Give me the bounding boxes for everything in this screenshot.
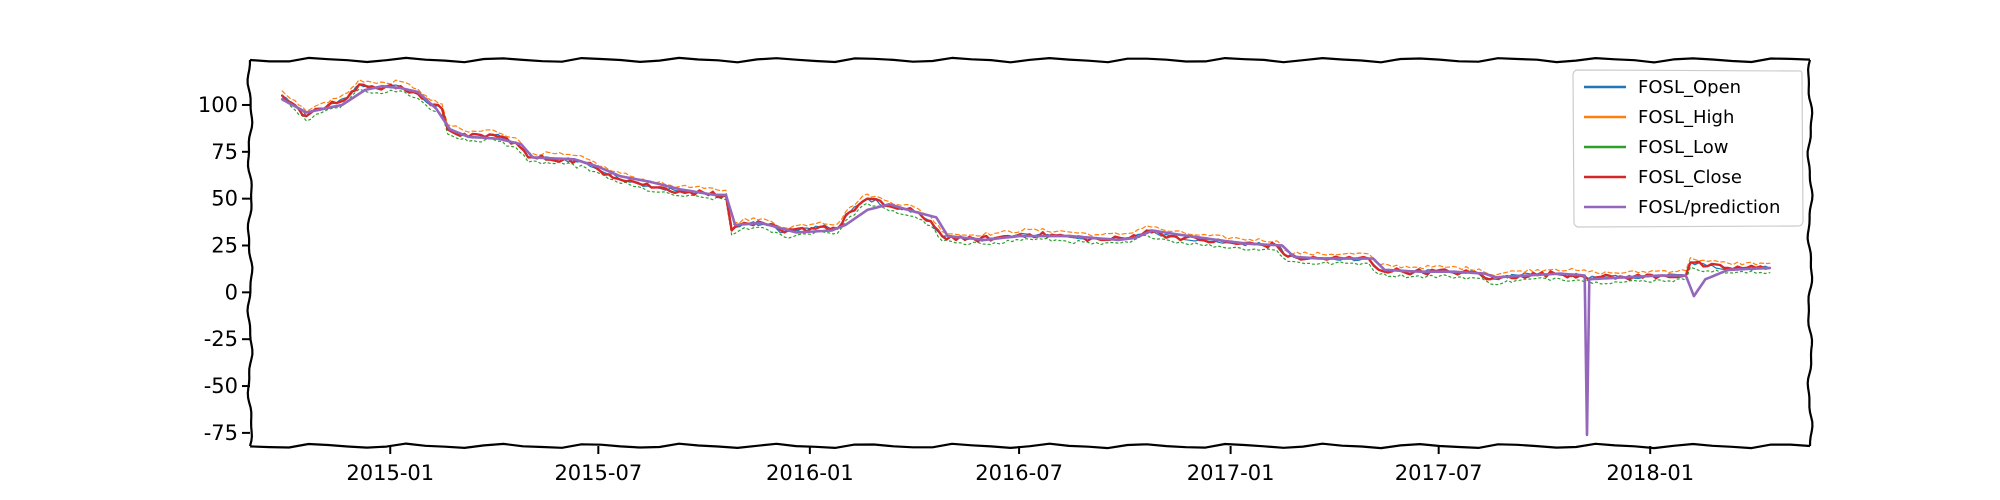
y-tick-label: -75: [204, 421, 238, 445]
legend: FOSL_Open FOSL_High FOSL_Low FOSL_Close FOSL…: [1572, 69, 1804, 228]
legend-label-fosl-prediction: FOSL/prediction: [1638, 197, 1780, 218]
legend-box: [1572, 69, 1804, 228]
axes-frame: [246, 56, 1814, 450]
legend-label-fosl-low: FOSL_Low: [1638, 137, 1728, 158]
legend-label-fosl-close: FOSL_Close: [1638, 167, 1742, 188]
y-tick-label: 0: [225, 280, 238, 304]
y-tick-label: 100: [198, 93, 238, 117]
x-tick-label: 2018-01: [1606, 461, 1694, 485]
legend-label-fosl-high: FOSL_High: [1638, 107, 1734, 128]
x-tick-label: 2015-01: [346, 461, 434, 485]
y-axis: 100 75 50 25 0 -25 -50 -75: [198, 93, 250, 445]
series-line-fosl-open: [281, 83, 1771, 281]
y-tick-label: -50: [204, 374, 238, 398]
y-tick-label: -25: [204, 327, 238, 351]
x-axis: 2015-01 2015-07 2016-01 2016-07 2017-01 2017-…: [346, 446, 1694, 485]
plot-lines: [280, 79, 1772, 437]
series-line-fosl-high: [281, 79, 1771, 277]
x-tick-label: 2015-07: [554, 461, 642, 485]
x-tick-label: 2016-01: [766, 461, 854, 485]
x-tick-label: 2016-07: [975, 461, 1063, 485]
series-line-fosl-prediction: [280, 84, 1772, 437]
x-tick-label: 2017-07: [1395, 461, 1483, 485]
legend-label-fosl-open: FOSL_Open: [1638, 77, 1741, 98]
series-line-fosl-close: [281, 83, 1771, 281]
y-tick-label: 25: [211, 234, 238, 258]
x-tick-label: 2017-01: [1187, 461, 1275, 485]
series-line-fosl-low: [281, 88, 1771, 286]
y-tick-label: 50: [211, 187, 238, 211]
y-tick-label: 75: [211, 140, 238, 164]
